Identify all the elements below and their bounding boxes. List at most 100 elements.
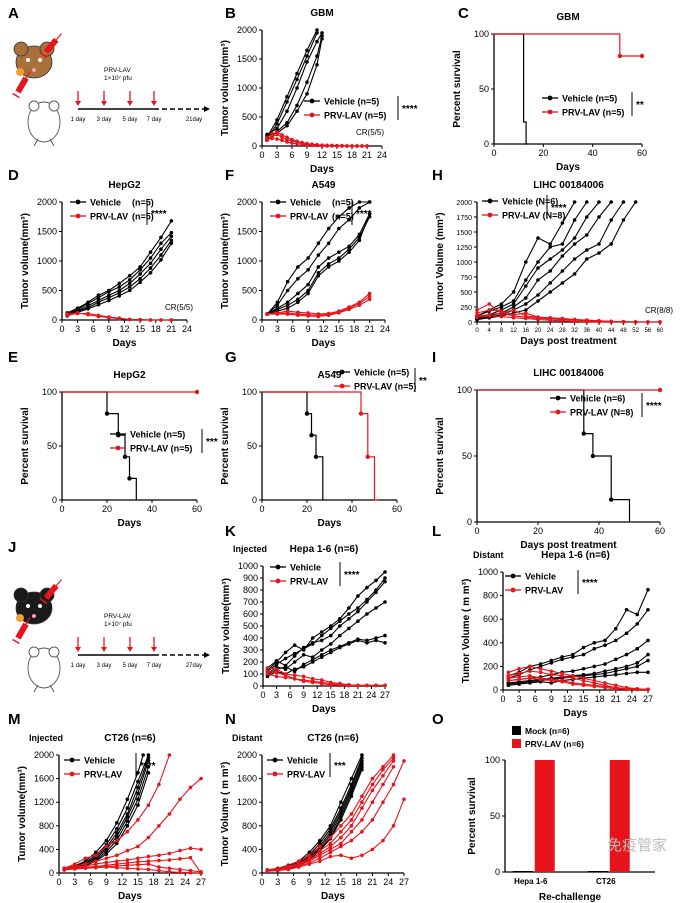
data-point [370, 788, 375, 793]
x-tick-label: 0 [59, 324, 64, 334]
censor-point [590, 453, 596, 459]
y-tick-label: 1000 [478, 567, 498, 577]
data-point [391, 753, 396, 757]
data-point [83, 856, 88, 861]
data-point [367, 291, 372, 296]
data-point [370, 818, 375, 822]
mouse-body [27, 647, 61, 689]
panel-label-J: J [8, 539, 16, 556]
data-point [592, 675, 597, 679]
data-point [383, 576, 387, 580]
x-tick-label: 12 [562, 694, 572, 704]
data-point [157, 824, 161, 828]
data-point [337, 214, 341, 219]
series-line-prv [494, 33, 642, 57]
x-tick-label: 12 [312, 690, 322, 700]
data-point [338, 645, 342, 650]
data-point [292, 677, 297, 681]
data-point [285, 135, 289, 140]
data-point [318, 844, 322, 849]
data-point [117, 285, 122, 289]
y-tick-label: 500 [460, 290, 472, 297]
x-tick-label: 60 [657, 328, 664, 334]
censor-point [617, 53, 622, 59]
data-point [356, 638, 360, 643]
censor-point [358, 411, 364, 416]
y-tick-label: 2000 [456, 200, 472, 207]
data-point [146, 770, 151, 775]
data-point [285, 109, 289, 113]
x-tick-label: 44 [608, 328, 615, 334]
tumor-icon [16, 614, 24, 622]
data-point [391, 759, 396, 763]
data-point [360, 794, 364, 799]
x-tick-label: 24 [180, 877, 190, 887]
data-point [528, 676, 532, 680]
data-point [536, 260, 540, 264]
data-point [524, 311, 528, 315]
data-point [62, 868, 67, 872]
data-point [367, 212, 372, 216]
legend-marker [339, 383, 345, 389]
data-point [517, 666, 521, 671]
data-point [275, 122, 279, 126]
x-tick-label: 21 [362, 150, 372, 160]
data-point [199, 847, 203, 852]
series-line-vehicle [62, 391, 137, 500]
censor-point [122, 454, 128, 459]
data-point [159, 247, 163, 251]
data-point [609, 320, 613, 324]
data-point [305, 80, 309, 84]
x-tick-label: 27 [196, 877, 206, 887]
syringe-needle [25, 616, 31, 625]
data-point [355, 144, 359, 148]
data-point [178, 867, 182, 872]
data-point [125, 806, 130, 810]
y-tick-label: 0 [252, 495, 257, 505]
x-tick-label: 0 [475, 328, 479, 334]
data-point [127, 285, 132, 289]
y-tick-label: 100 [457, 385, 472, 395]
data-point [475, 315, 479, 320]
syringe-plunger [12, 638, 20, 645]
data-point [581, 666, 586, 671]
data-point [96, 302, 101, 307]
data-point [315, 39, 319, 44]
syringe-needle [55, 579, 62, 587]
data-point [548, 290, 552, 294]
timeline-day-label: 7 day [147, 117, 162, 123]
legend-label-prv: PRV-LAV (N=8) [570, 408, 633, 418]
data-point [285, 300, 290, 305]
data-point [328, 850, 333, 855]
data-point [115, 826, 119, 831]
injection-arrowhead [127, 647, 133, 652]
x-tick-label: 12 [117, 877, 127, 887]
syringe-plunger [39, 51, 47, 59]
data-point [315, 54, 319, 58]
data-point [383, 641, 387, 645]
mouse-ear [48, 646, 60, 658]
y-tick-label: 2000 [34, 750, 54, 760]
data-point [524, 308, 528, 312]
data-point [367, 294, 372, 299]
series-line-prv [64, 778, 202, 869]
data-point [292, 654, 297, 658]
data-point [560, 269, 565, 273]
data-point [326, 265, 331, 269]
data-point [115, 821, 119, 825]
data-point [94, 859, 98, 863]
data-point [549, 672, 554, 677]
data-point [292, 643, 297, 647]
legend-swatch [512, 739, 521, 748]
legend-label-prv: PRV-LAV (n=5) [562, 108, 624, 118]
x-tick-label: 21 [367, 877, 377, 887]
legend-n-prv: (n=5) [132, 212, 154, 222]
y-axis-label: Tumor volume(mm³) [17, 766, 28, 862]
series-line-vehicle [508, 671, 648, 686]
data-point [292, 673, 297, 677]
data-point [320, 143, 324, 148]
data-point [138, 272, 142, 276]
y-tick-label: 0 [52, 495, 57, 505]
censor-point [313, 454, 319, 459]
data-point [383, 579, 387, 584]
